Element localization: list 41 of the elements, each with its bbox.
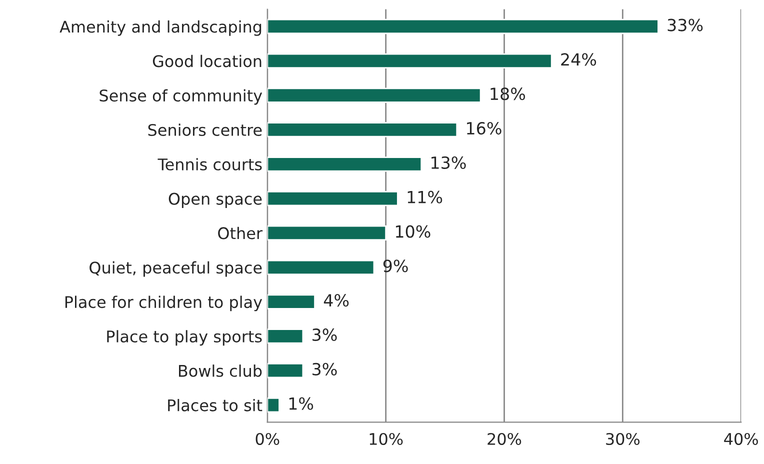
y-tick-label: Place for children to play <box>65 296 262 312</box>
x-tick-label: 10% <box>370 432 403 446</box>
bar <box>267 122 458 138</box>
bar <box>267 53 552 68</box>
y-tick-label: Place to play sports <box>107 330 262 346</box>
data-label: 11% <box>408 190 442 204</box>
bar <box>267 156 422 172</box>
x-tick-label: 30% <box>606 432 640 446</box>
bar <box>267 363 304 378</box>
y-tick-label: Seniors centre <box>148 124 262 136</box>
bar <box>267 328 304 344</box>
data-label: 3% <box>312 328 337 342</box>
data-label: 18% <box>490 88 526 100</box>
data-label: 33% <box>668 18 703 32</box>
x-tick-label: 40% <box>724 432 758 446</box>
bar <box>267 260 375 275</box>
y-tick-label: Places to sit <box>168 398 262 412</box>
y-tick-label: Good location <box>152 54 262 68</box>
y-tick-label: Quiet, peaceful space <box>90 261 262 277</box>
y-tick-label: Amenity and landscaping <box>60 20 262 36</box>
data-label: 1% <box>289 397 314 410</box>
data-label: 16% <box>467 122 502 135</box>
y-tick-label: Open space <box>168 192 262 208</box>
y-tick-label: Sense of community <box>100 89 262 105</box>
y-tick-label: Tennis courts <box>158 158 262 170</box>
y-tick-label: Bowls club <box>178 364 262 377</box>
y-tick-label: Other <box>218 226 263 240</box>
x-tick-label: 20% <box>488 432 522 446</box>
data-label: 9% <box>383 260 408 272</box>
x-tick-label: 0% <box>256 432 280 446</box>
bar <box>267 225 387 241</box>
bar <box>267 397 280 413</box>
data-label: 3% <box>312 362 337 376</box>
bar <box>267 294 316 310</box>
data-label: 4% <box>324 294 349 307</box>
bar <box>267 190 398 206</box>
data-label: 13% <box>432 156 466 169</box>
bar <box>267 88 482 103</box>
data-label: 10% <box>396 225 430 238</box>
bar <box>267 18 659 34</box>
data-label: 24% <box>561 53 596 66</box>
